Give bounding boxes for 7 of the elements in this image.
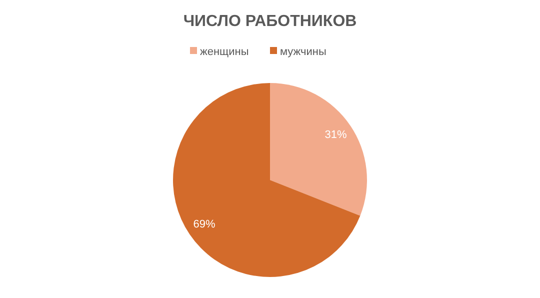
pie-slice	[270, 83, 367, 216]
legend-label: женщины	[200, 46, 249, 58]
data-label: 31%	[324, 129, 348, 142]
chart-title: ЧИСЛО РАБОТНИКОВ	[183, 13, 357, 30]
pie-slice	[173, 83, 360, 277]
data-label: 69%	[193, 218, 216, 231]
legend-label: мужчины	[280, 46, 326, 58]
